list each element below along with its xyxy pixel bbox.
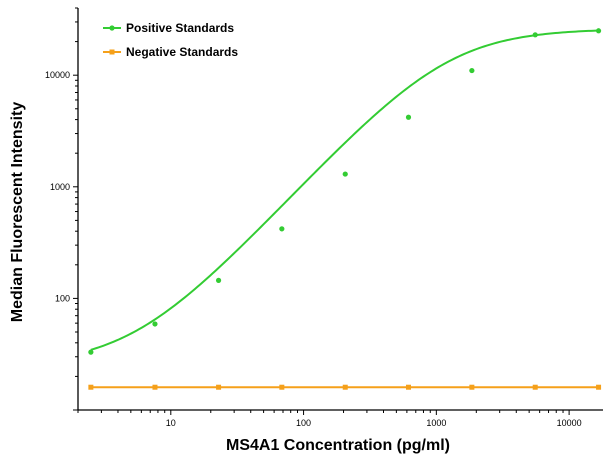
data-point — [405, 384, 411, 390]
data-point — [152, 321, 158, 327]
x-tick-label: 1000 — [426, 418, 446, 428]
series-line — [90, 29, 599, 351]
data-point — [215, 277, 222, 283]
data-point — [88, 384, 94, 390]
x-ticks: 10 100 1000 10000 — [77, 410, 582, 428]
y-tick-label: 1000 — [50, 182, 70, 192]
data-point — [469, 384, 475, 390]
legend-label-negative: Negative Standards — [126, 45, 238, 59]
x-tick-label: 10 — [166, 418, 176, 428]
y-axis-title: Median Fluorescent Intensity — [9, 102, 26, 323]
legend-item-negative: Negative Standards — [103, 45, 238, 59]
data-point — [152, 384, 158, 390]
data-point — [342, 384, 348, 390]
data-point — [279, 384, 285, 390]
legend-item-positive: Positive Standards — [103, 21, 234, 35]
data-point — [469, 67, 475, 74]
data-point — [532, 32, 538, 38]
data-point — [279, 226, 285, 232]
axes: 10 100 1000 10000 100 1000 10000 — [45, 7, 603, 428]
y-tick-label: 10000 — [45, 70, 70, 80]
legend: Positive Standards Negative Standards — [103, 21, 238, 59]
plot-area — [88, 28, 602, 390]
data-point — [595, 28, 602, 34]
legend-label-positive: Positive Standards — [126, 21, 234, 35]
data-point — [405, 114, 412, 120]
x-tick-label: 10000 — [557, 418, 582, 428]
series-positive — [88, 28, 602, 355]
data-point — [532, 384, 538, 390]
legend-marker-negative — [109, 49, 115, 55]
legend-marker-positive — [109, 25, 115, 31]
data-point — [342, 171, 348, 177]
x-axis-title: MS4A1 Concentration (pg/ml) — [226, 437, 450, 454]
series-negative — [88, 384, 602, 390]
data-point — [596, 384, 602, 390]
data-point — [88, 349, 94, 355]
y-tick-label: 100 — [55, 293, 70, 303]
y-ticks: 100 1000 10000 — [45, 7, 78, 411]
data-point — [216, 384, 222, 390]
x-tick-label: 100 — [296, 418, 311, 428]
